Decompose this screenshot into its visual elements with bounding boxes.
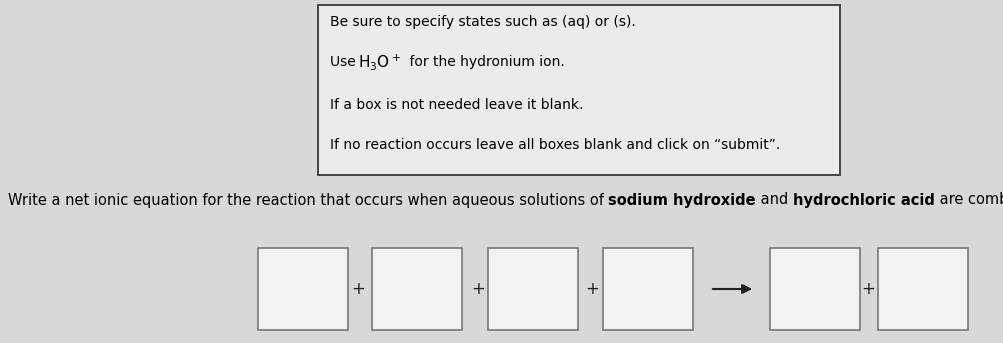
Bar	[603, 248, 692, 330]
Text: sodium hydroxide: sodium hydroxide	[608, 192, 755, 208]
Text: Be sure to specify states such as (aq) or (s).: Be sure to specify states such as (aq) o…	[330, 15, 635, 29]
Text: If no reaction occurs leave all boxes blank and click on “submit”.: If no reaction occurs leave all boxes bl…	[330, 138, 779, 152]
Text: Use: Use	[330, 55, 360, 69]
Bar	[258, 248, 348, 330]
Text: +: +	[351, 280, 364, 298]
Text: hydrochloric acid: hydrochloric acid	[792, 192, 934, 208]
Bar	[318, 5, 840, 175]
Text: $\mathrm{H_3O^+}$: $\mathrm{H_3O^+}$	[358, 52, 400, 72]
Bar	[769, 248, 860, 330]
Bar	[487, 248, 578, 330]
Text: and: and	[755, 192, 792, 208]
Text: Write a net ionic equation for the reaction that occurs when aqueous solutions o: Write a net ionic equation for the react…	[8, 192, 608, 208]
Text: are combined.: are combined.	[934, 192, 1003, 208]
Text: for the hydronium ion.: for the hydronium ion.	[404, 55, 565, 69]
Text: +: +	[470, 280, 484, 298]
Text: +: +	[585, 280, 599, 298]
Bar	[372, 248, 461, 330]
Bar	[878, 248, 967, 330]
Text: +: +	[861, 280, 874, 298]
Text: If a box is not needed leave it blank.: If a box is not needed leave it blank.	[330, 98, 583, 112]
